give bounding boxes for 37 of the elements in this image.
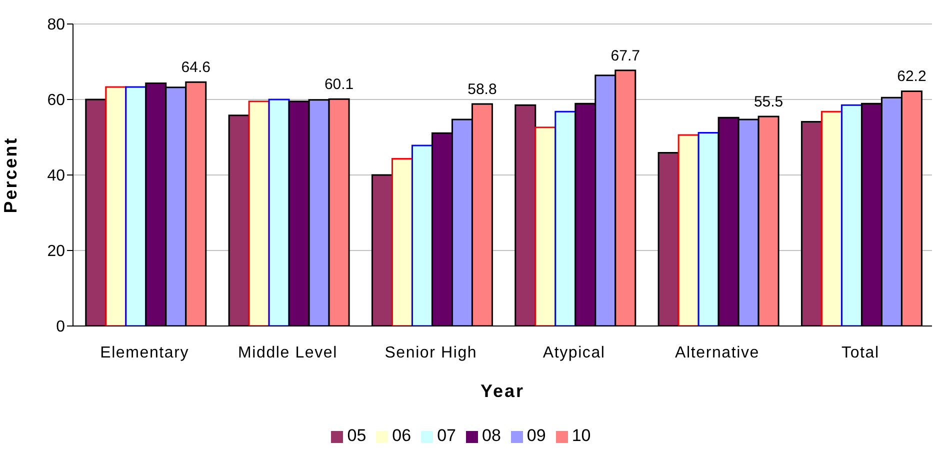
data-label: 62.2 <box>897 68 926 86</box>
data-label: 67.7 <box>610 47 640 64</box>
y-tick-label: 80 <box>47 16 66 34</box>
x-tick-label: Senior High <box>384 344 478 362</box>
x-axis-title: Year <box>480 380 525 401</box>
legend-label: 05 <box>347 426 366 445</box>
bar <box>391 158 413 326</box>
bar <box>820 110 842 326</box>
x-tick-label: Middle Level <box>238 344 338 362</box>
x-tick-label: Atypical <box>542 344 606 362</box>
bar <box>268 98 290 326</box>
x-tick-label: Elementary <box>100 344 190 362</box>
legend-label: 10 <box>572 426 591 445</box>
y-tick-label: 20 <box>47 243 66 260</box>
y-axis-title: Percent <box>0 136 20 214</box>
legend-label: 06 <box>392 426 412 445</box>
data-label: 58.8 <box>468 81 497 98</box>
bar <box>698 132 720 326</box>
data-label: 60.1 <box>324 76 354 94</box>
bar <box>248 100 270 326</box>
bar <box>678 134 700 326</box>
bar <box>554 110 576 326</box>
y-tick-label: 60 <box>47 92 66 110</box>
bar <box>411 144 433 326</box>
bar <box>105 86 127 326</box>
legend-label: 09 <box>526 426 546 445</box>
y-tick-label: 40 <box>47 168 66 185</box>
bar <box>534 126 556 326</box>
bar <box>840 104 862 326</box>
bar <box>125 86 147 326</box>
y-tick-label: 0 <box>56 318 66 336</box>
x-tick-label: Total <box>842 344 880 362</box>
x-tick-label: Alternative <box>675 344 760 362</box>
data-label: 64.6 <box>181 59 210 76</box>
data-label: 55.5 <box>754 93 784 110</box>
legend-label: 07 <box>437 426 456 445</box>
legend-label: 08 <box>482 426 501 445</box>
